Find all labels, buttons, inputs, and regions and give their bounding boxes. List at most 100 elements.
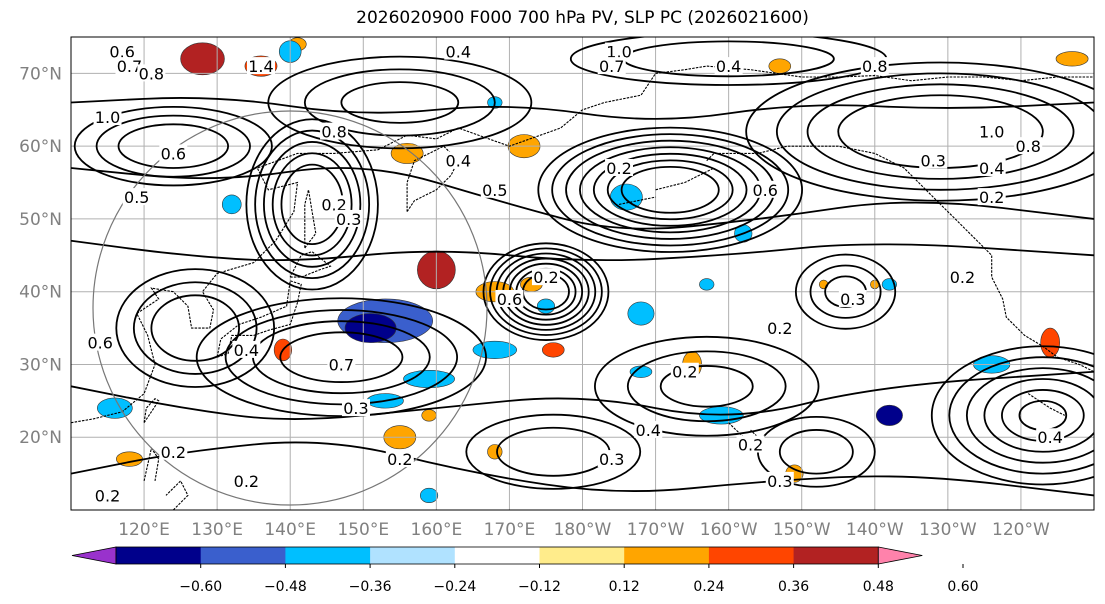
slp-contour-band-2 bbox=[71, 239, 1094, 262]
contour-label-4: 0.4 bbox=[444, 42, 473, 62]
contour-label-text: 0.2 bbox=[321, 195, 346, 214]
pv-anomaly-27 bbox=[536, 298, 556, 314]
contour-label-text: 1.0 bbox=[606, 43, 631, 62]
pv-anomaly-39 bbox=[419, 487, 439, 504]
contour-label-42: 0.6 bbox=[86, 333, 115, 353]
contour-label-6: 0.7 bbox=[597, 57, 626, 76]
contour-label-20: 0.4 bbox=[977, 158, 1006, 178]
contour-label-bg bbox=[605, 42, 634, 60]
contour-label-bg bbox=[495, 289, 524, 307]
contour-label-bg bbox=[159, 144, 188, 162]
pv-anomaly-0 bbox=[180, 42, 225, 76]
lon-label: 160°E bbox=[411, 520, 463, 540]
pv-anomaly-38 bbox=[699, 278, 715, 291]
contour-label-text: 0.4 bbox=[1037, 428, 1062, 447]
contour-label-bg bbox=[137, 64, 166, 82]
lat-label: 40°N bbox=[19, 283, 62, 303]
contour-label-text: 0.4 bbox=[979, 159, 1004, 178]
slp-contour-4-2 bbox=[150, 294, 240, 362]
contour-label-bg bbox=[444, 151, 473, 169]
lon-label: 130°E bbox=[191, 520, 243, 540]
slp-contour-5-1 bbox=[809, 264, 882, 319]
colorbar-min-arrow bbox=[71, 546, 117, 565]
slp-contour-10-0 bbox=[73, 105, 273, 187]
pv-anomaly-23 bbox=[472, 340, 518, 359]
contour-label-bg bbox=[948, 268, 977, 286]
contour-label-14: 0.3 bbox=[334, 209, 363, 229]
chart-title: 2026020900 F000 700 hPa PV, SLP PC (2026… bbox=[356, 8, 809, 28]
lon-label: 180°W bbox=[554, 520, 612, 540]
contour-label-bg bbox=[605, 158, 634, 176]
contour-label-text: 1.0 bbox=[95, 108, 120, 127]
contour-label-text: 0.2 bbox=[234, 472, 259, 491]
slp-contour-7-1 bbox=[626, 350, 787, 423]
contour-label-text: 0.6 bbox=[161, 144, 186, 163]
slp-contour-8-0 bbox=[745, 61, 1094, 202]
contour-label-bg bbox=[327, 355, 356, 373]
slp-contour-5-0 bbox=[794, 253, 897, 330]
contour-label-text: 0.2 bbox=[950, 268, 975, 287]
contour-label-text: 1.4 bbox=[248, 57, 273, 76]
colorbar-segment bbox=[539, 547, 625, 564]
pv-anomaly-34 bbox=[97, 397, 133, 419]
colorbar-segment bbox=[708, 547, 795, 564]
coastline-6 bbox=[706, 145, 1094, 373]
contour-label-9: 1.0 bbox=[93, 108, 122, 127]
contour-label-text: 0.8 bbox=[862, 57, 887, 76]
contour-label-text: 0.4 bbox=[716, 57, 741, 76]
contour-label-bg bbox=[93, 486, 122, 504]
contour-label-text: 0.6 bbox=[497, 290, 522, 309]
contour-label-bg bbox=[341, 399, 370, 417]
contour-label-text: 0.2 bbox=[161, 443, 186, 462]
slp-contour-0-0 bbox=[482, 242, 610, 341]
contour-label-bg bbox=[977, 122, 1006, 140]
colorbar-tick-label: 0.36 bbox=[778, 579, 809, 595]
coastline-1 bbox=[216, 280, 302, 358]
contour-label-text: 0.8 bbox=[321, 123, 346, 142]
slp-contour-11-0 bbox=[465, 413, 642, 490]
lon-label: 130°W bbox=[919, 520, 977, 540]
slp-contour-9-2 bbox=[340, 81, 460, 124]
contour-label-bg bbox=[531, 268, 560, 286]
contour-label-bg bbox=[115, 57, 144, 75]
slp-contour-1-6 bbox=[620, 165, 720, 214]
slp-contour-3-1 bbox=[224, 309, 459, 406]
contour-label-3: 1.4 bbox=[246, 57, 275, 76]
slp-contour-1-4 bbox=[592, 152, 748, 227]
colorbar-segment bbox=[793, 547, 879, 564]
contour-label-18: 0.6 bbox=[751, 180, 780, 200]
pv-anomaly-19 bbox=[1055, 51, 1089, 67]
contour-label-35: 0.2 bbox=[736, 435, 765, 455]
pv-anomaly-15 bbox=[1040, 327, 1060, 358]
contour-label-1: 0.7 bbox=[115, 57, 144, 76]
slp-contour-4-0 bbox=[115, 268, 276, 388]
contour-label-36: 0.4 bbox=[1036, 428, 1065, 447]
pv-anomaly-35 bbox=[221, 194, 242, 215]
slp-contour-2-0 bbox=[245, 118, 379, 291]
contour-label-text: 0.8 bbox=[139, 64, 164, 83]
colorbar-segment bbox=[624, 547, 710, 564]
lon-label: 170°E bbox=[484, 520, 536, 540]
contour-label-text: 0.7 bbox=[599, 57, 624, 76]
colorbar-tick-label: −0.36 bbox=[349, 579, 392, 595]
contour-label-text: 0.6 bbox=[109, 43, 134, 62]
colorbar: −0.60 −0.48 −0.36 −0.24 −0.12 0.12 0.24 0.36 0.4… bbox=[71, 546, 979, 595]
contour-label-37: 0.3 bbox=[765, 471, 794, 491]
contour-label-40: 0.2 bbox=[232, 471, 261, 491]
contour-label-bg bbox=[977, 188, 1006, 206]
slp-contour-1-0 bbox=[537, 126, 803, 253]
slp-contour-1-1 bbox=[551, 133, 790, 247]
contour-label-text: 0.2 bbox=[979, 188, 1004, 207]
contour-label-2: 0.8 bbox=[137, 64, 166, 83]
colorbar-segment bbox=[200, 547, 286, 564]
contour-label-29: 0.4 bbox=[232, 340, 261, 360]
contour-label-bg bbox=[1036, 428, 1065, 446]
contour-label-17: 0.2 bbox=[605, 158, 634, 178]
contour-label-bg bbox=[246, 57, 275, 75]
contour-label-bg bbox=[670, 362, 699, 380]
contour-label-text: 0.4 bbox=[234, 341, 259, 360]
contour-label-text: 0.2 bbox=[533, 268, 558, 287]
contour-label-bg bbox=[385, 450, 414, 468]
contour-label-bg bbox=[232, 471, 261, 489]
contour-label-5: 1.0 bbox=[605, 42, 634, 62]
